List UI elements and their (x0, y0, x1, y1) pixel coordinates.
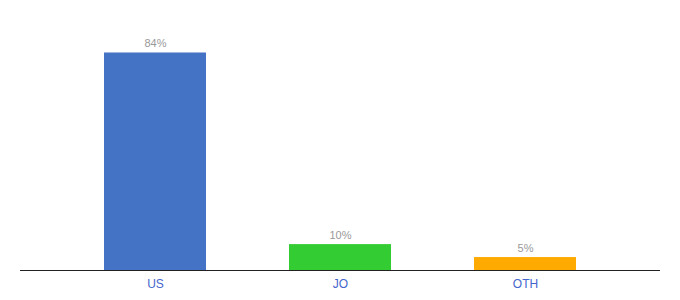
svg-text:OTH: OTH (513, 277, 538, 291)
svg-text:JO: JO (333, 277, 348, 291)
svg-text:US: US (147, 277, 164, 291)
svg-text:10%: 10% (329, 229, 351, 241)
svg-text:5%: 5% (518, 242, 534, 254)
svg-text:84%: 84% (144, 37, 166, 49)
